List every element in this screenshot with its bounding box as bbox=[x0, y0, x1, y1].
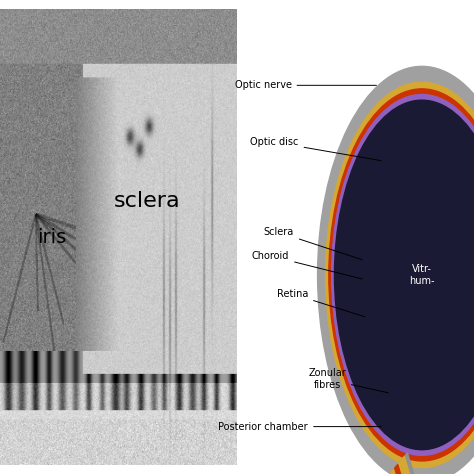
Circle shape bbox=[332, 94, 474, 456]
Circle shape bbox=[329, 89, 474, 461]
Text: Vitr-
hum-: Vitr- hum- bbox=[409, 264, 435, 286]
Text: Zonular
fibres: Zonular fibres bbox=[308, 368, 388, 393]
Polygon shape bbox=[388, 456, 431, 474]
Polygon shape bbox=[395, 465, 425, 474]
Circle shape bbox=[318, 66, 474, 474]
Polygon shape bbox=[385, 453, 434, 474]
Text: Optic nerve: Optic nerve bbox=[235, 80, 376, 91]
Text: sclera: sclera bbox=[114, 191, 180, 210]
Text: Sclera: Sclera bbox=[264, 227, 362, 260]
Text: Choroid: Choroid bbox=[252, 251, 362, 279]
Text: Posterior chamber: Posterior chamber bbox=[219, 421, 381, 432]
Text: Optic disc: Optic disc bbox=[250, 137, 381, 161]
Circle shape bbox=[335, 100, 474, 450]
Text: Retina: Retina bbox=[277, 289, 365, 317]
Circle shape bbox=[326, 82, 474, 468]
Text: iris: iris bbox=[37, 228, 67, 246]
